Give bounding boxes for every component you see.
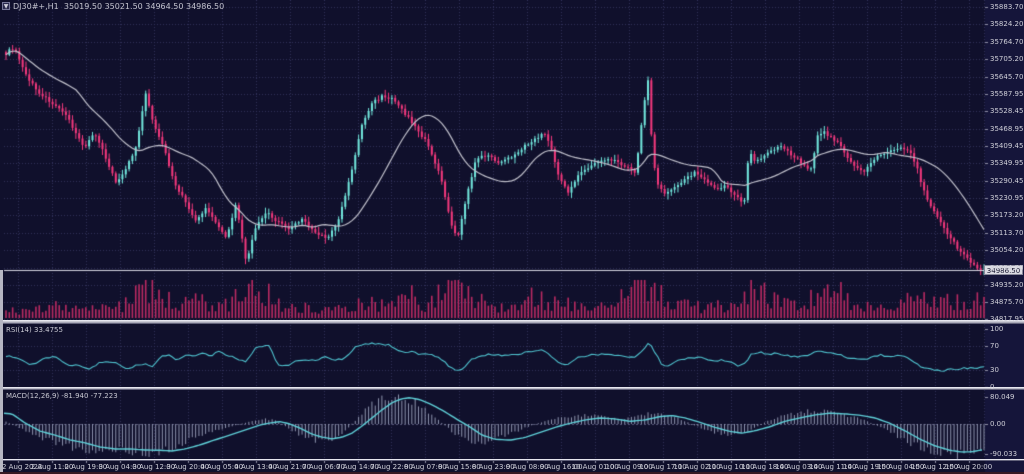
time-axis-label: 8 Aug 07:00 [404, 463, 447, 471]
price-axis-label: 35054.20 [990, 246, 1024, 255]
price-axis-label: 35587.95 [990, 89, 1024, 98]
time-axis-label: 2 Aug 2023 [2, 463, 43, 471]
macd-scale-label: -90.033 [990, 450, 1018, 459]
rsi-scale-label: 30 [990, 365, 999, 374]
time-axis-label: 2 Aug 11:00 [30, 463, 74, 471]
rsi-value: 33.4755 [33, 326, 63, 334]
time-axis-label: 11 Aug 10:00 [707, 463, 755, 471]
time-axis-label: 7 Aug 14:00 [336, 463, 379, 471]
time-axis-label: 4 Aug 05:00 [200, 463, 244, 471]
time-axis-label: 4 Aug 21:00 [268, 463, 311, 471]
symbol-marker-icon[interactable]: ▼ [2, 2, 10, 10]
current-price-badge: 34986.50 [984, 265, 1023, 275]
time-axis-label: 3 Aug 12:00 [132, 463, 176, 471]
time-axis-label: 15 Aug 04:00 [877, 463, 925, 471]
window-bottom-strip [0, 472, 1024, 474]
price-axis-label: 35468.95 [990, 124, 1024, 133]
time-axis-label: 15 Aug 12:00 [911, 463, 959, 471]
time-axis-label: 15 Aug 20:00 [944, 463, 993, 471]
time-axis-label: 7 Aug 06:00 [302, 463, 345, 471]
time-axis-label: 11 Aug 02:00 [673, 463, 721, 471]
time-axis-label: 7 Aug 22:00 [370, 463, 413, 471]
panel-separator-macd[interactable] [0, 387, 1024, 390]
panel-separator-timeline[interactable] [0, 459, 1024, 461]
price-axis-label: 35113.70 [990, 228, 1024, 237]
rsi-label: RSI(14) 33.4755 [6, 326, 63, 334]
price-axis-label: 35349.95 [990, 159, 1024, 168]
time-axis-label: 9 Aug 16:00 [539, 463, 583, 471]
time-axis-label: 8 Aug 15:00 [437, 463, 481, 471]
macd-scale-label: 0.00 [990, 420, 1006, 428]
price-axis-label: 35705.20 [990, 55, 1024, 64]
time-axis-label: 4 Aug 13:00 [234, 463, 278, 471]
time-axis-label: 3 Aug 20:00 [166, 463, 210, 471]
time-axis-label: 3 Aug 04:00 [98, 463, 142, 471]
time-axis-label: 14 Aug 11:00 [809, 463, 857, 471]
macd-scale-label: 80.049 [990, 392, 1015, 401]
chart-title: DJ30#+,H1 35019.50 35021.50 34964.50 349… [13, 2, 224, 11]
time-axis-label: 10 Aug 17:00 [639, 463, 687, 471]
price-axis-label: 34817.95 [990, 315, 1024, 324]
panel-separator-rsi[interactable] [0, 320, 1024, 324]
macd-values: -81.940 -77.223 [61, 392, 118, 400]
ohlc-readout: 35019.50 35021.50 34964.50 34986.50 [63, 2, 225, 11]
price-axis-label: 35290.45 [990, 176, 1024, 185]
price-axis-label: 34875.70 [990, 298, 1024, 307]
price-axis-label: 35883.70 [990, 3, 1024, 11]
price-axis-label: 34935.20 [990, 280, 1024, 289]
rsi-scale-label: 70 [990, 342, 999, 351]
price-axis-label: 35409.45 [990, 141, 1024, 150]
macd-label: MACD(12,26,9) -81.940 -77.223 [6, 392, 118, 400]
time-axis-label: 8 Aug 23:00 [471, 463, 515, 471]
time-axis-label: 9 Aug 08:00 [505, 463, 549, 471]
time-axis-label: 14 Aug 19:00 [843, 463, 891, 471]
rsi-scale-label: 100 [990, 325, 1004, 333]
time-axis-label: 10 Aug 01:00 [571, 463, 619, 471]
price-axis-label: 35173.20 [990, 211, 1024, 220]
price-axis-label: 35645.70 [990, 72, 1024, 81]
time-axis-label: 2 Aug 19:00 [64, 463, 108, 471]
price-axis-label: 35230.95 [990, 194, 1024, 203]
window-edge-strip [0, 270, 3, 474]
time-axis-label: 14 Aug 03:00 [775, 463, 823, 471]
rsi-scale-label: 0 [990, 383, 995, 391]
price-axis-label: 35824.20 [990, 20, 1024, 29]
macd-name: MACD(12,26,9) [6, 392, 60, 400]
time-axis-label: 11 Aug 18:00 [741, 463, 789, 471]
symbol-period-label: DJ30#+,H1 [13, 2, 59, 11]
price-axis-label: 35528.45 [990, 107, 1024, 116]
rsi-name: RSI(14) [6, 326, 32, 334]
price-axis-label: 34994.70 [990, 263, 1024, 272]
time-axis-label: 10 Aug 09:00 [605, 463, 653, 471]
price-axis-label: 35764.70 [990, 37, 1024, 46]
